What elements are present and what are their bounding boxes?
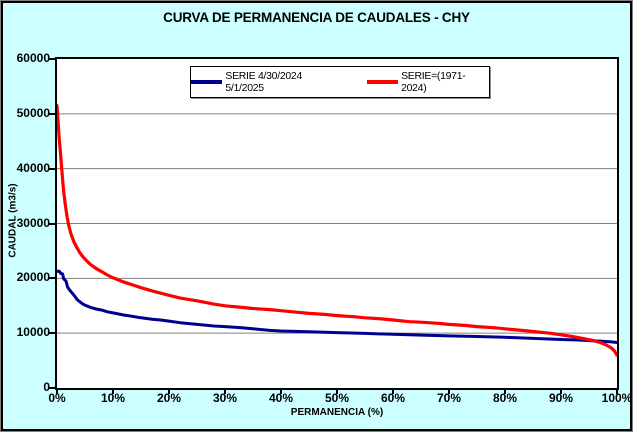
- x-tick-mark: [280, 390, 282, 394]
- x-tick-label: 0%: [48, 391, 66, 405]
- y-tick-mark: [49, 58, 55, 60]
- legend-entry-serie-2024-2025: SERIE 4/30/2024 5/1/2025: [191, 70, 341, 94]
- x-tick-mark: [336, 390, 338, 394]
- x-tick-mark: [560, 390, 562, 394]
- x-tick-mark: [392, 390, 394, 394]
- x-tick-label: 20%: [156, 391, 182, 405]
- x-tick-label: 30%: [212, 391, 238, 405]
- x-tick-label: 80%: [492, 391, 518, 405]
- x-tick-mark: [168, 390, 170, 394]
- legend: SERIE 4/30/2024 5/1/2025 SERIE=(1971-202…: [190, 66, 490, 98]
- x-tick-label: 40%: [268, 391, 294, 405]
- x-axis-title: PERMANENCIA (%): [290, 407, 384, 418]
- series-line-1: [57, 103, 617, 357]
- y-axis-title: CAUDAL (m3/s): [7, 183, 19, 258]
- y-tick-mark: [49, 112, 55, 115]
- x-tick-mark: [224, 390, 226, 394]
- y-tick-mark: [49, 167, 55, 170]
- x-tick-label: 70%: [436, 391, 462, 405]
- y-tick-label: 50000: [16, 105, 50, 120]
- red-line-swatch-icon: [366, 80, 399, 84]
- x-tick-label: 60%: [380, 391, 406, 405]
- blue-line-swatch-icon: [191, 80, 223, 84]
- x-tick-label: 50%: [324, 391, 350, 405]
- x-tick-mark: [112, 390, 114, 394]
- legend-entry-serie-1971-2024: SERIE=(1971-2024): [366, 70, 489, 94]
- y-tick-label: 20000: [16, 270, 50, 285]
- y-tick-label: 60000: [16, 51, 50, 65]
- x-tick-mark: [56, 390, 58, 394]
- chart-title: CURVA DE PERMANENCIA DE CAUDALES - CHY: [163, 10, 470, 25]
- x-tick-label: 10%: [100, 391, 126, 405]
- y-tick-label: 40000: [16, 160, 50, 175]
- x-tick-mark: [616, 390, 618, 394]
- y-tick-mark: [49, 332, 55, 335]
- x-tick-mark: [448, 390, 450, 394]
- y-tick-mark: [49, 222, 55, 225]
- x-tick-label: 90%: [548, 391, 574, 405]
- y-tick-mark: [49, 387, 55, 389]
- x-tick-label: 100%: [601, 391, 632, 405]
- y-tick-mark: [49, 277, 55, 280]
- legend-label: SERIE 4/30/2024 5/1/2025: [225, 70, 302, 94]
- legend-label: SERIE=(1971-2024): [401, 70, 466, 94]
- y-tick-label: 10000: [16, 325, 50, 340]
- series-line-0: [57, 269, 617, 344]
- x-tick-mark: [504, 390, 506, 394]
- plot-canvas: [57, 103, 617, 357]
- plot-area: [55, 57, 619, 390]
- y-tick-label: 0: [43, 380, 50, 394]
- y-tick-label: 30000: [16, 215, 50, 230]
